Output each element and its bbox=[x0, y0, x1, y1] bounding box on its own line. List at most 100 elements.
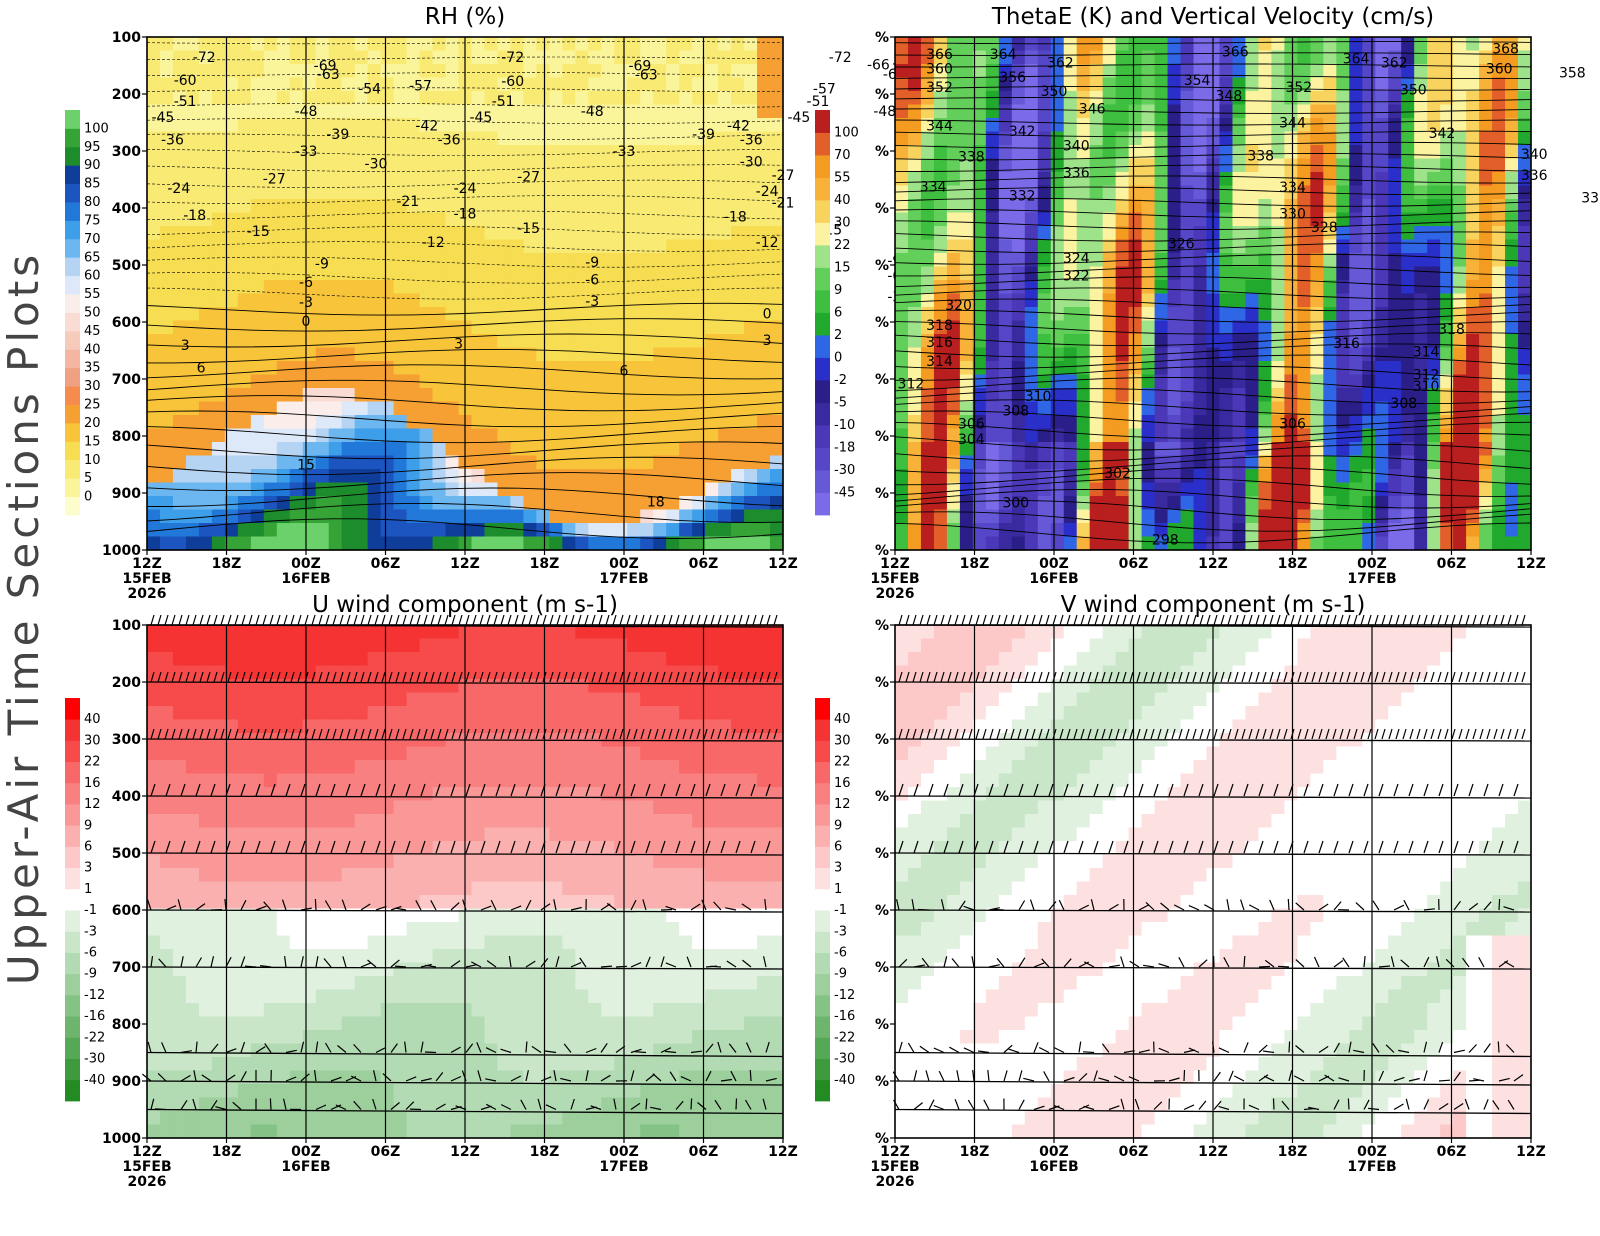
field-cell bbox=[744, 496, 758, 511]
field-cell bbox=[601, 293, 615, 308]
field-cell bbox=[289, 800, 304, 815]
field-cell bbox=[159, 706, 174, 721]
field-cell bbox=[211, 118, 226, 133]
field-cell bbox=[1414, 509, 1428, 524]
field-cell bbox=[933, 172, 948, 187]
field-cell bbox=[549, 77, 563, 92]
field-cell bbox=[679, 226, 693, 241]
field-cell bbox=[406, 800, 421, 815]
field-cell bbox=[211, 935, 226, 950]
field-cell bbox=[393, 536, 408, 551]
field-cell bbox=[211, 64, 226, 79]
field-cell bbox=[536, 442, 550, 457]
field-cell bbox=[445, 428, 460, 443]
field-cell bbox=[1375, 469, 1389, 484]
field-cell bbox=[627, 536, 641, 551]
field-cell bbox=[1050, 536, 1065, 551]
field-cell bbox=[1141, 226, 1156, 241]
field-cell bbox=[172, 37, 187, 52]
field-cell bbox=[237, 976, 252, 991]
field-cell bbox=[757, 482, 771, 497]
colorbar-swatch bbox=[815, 110, 830, 133]
field-cell bbox=[985, 239, 1000, 254]
field-cell bbox=[341, 334, 356, 349]
field-cell bbox=[1024, 388, 1039, 403]
field-cell bbox=[276, 307, 291, 322]
field-cell bbox=[406, 692, 421, 707]
field-cell bbox=[1284, 266, 1298, 281]
field-cell bbox=[679, 428, 693, 443]
field-cell bbox=[1063, 199, 1078, 214]
field-cell bbox=[562, 239, 576, 254]
field-cell bbox=[354, 50, 369, 65]
field-cell bbox=[1219, 199, 1234, 214]
field-cell bbox=[1375, 77, 1389, 92]
field-cell bbox=[1271, 185, 1285, 200]
field-cell bbox=[998, 536, 1013, 551]
field-cell bbox=[972, 334, 987, 349]
field-cell bbox=[147, 145, 161, 160]
field-cell bbox=[1427, 185, 1441, 200]
contour-label: -72 bbox=[193, 50, 216, 66]
field-cell bbox=[1258, 455, 1273, 470]
field-cell bbox=[959, 442, 974, 457]
field-cell bbox=[497, 185, 512, 200]
field-cell bbox=[1258, 266, 1273, 281]
field-cell bbox=[1388, 37, 1402, 52]
field-cell bbox=[575, 455, 589, 470]
field-cell bbox=[510, 212, 525, 227]
field-cell bbox=[998, 226, 1013, 241]
field-cell bbox=[1024, 509, 1039, 524]
field-cell bbox=[237, 104, 252, 119]
field-cell bbox=[1284, 388, 1298, 403]
x-tick-label: 06Z bbox=[689, 556, 719, 572]
field-cell bbox=[653, 374, 667, 389]
contour-label: 356 bbox=[999, 70, 1026, 86]
field-cell bbox=[1440, 64, 1454, 79]
field-cell bbox=[419, 253, 434, 268]
field-cell bbox=[276, 496, 291, 511]
field-cell bbox=[998, 293, 1013, 308]
field-cell bbox=[985, 64, 1000, 79]
field-cell bbox=[1154, 145, 1169, 160]
field-cell bbox=[933, 266, 948, 281]
field-cell bbox=[601, 212, 615, 227]
colorbar-swatch bbox=[65, 496, 80, 516]
contour-label: 360 bbox=[1486, 61, 1513, 77]
field-cell bbox=[1362, 131, 1376, 146]
contour-label: -18 bbox=[183, 208, 206, 224]
field-cell bbox=[920, 185, 935, 200]
field-cell bbox=[653, 158, 667, 173]
field-cell bbox=[393, 1111, 408, 1126]
field-cell bbox=[289, 388, 304, 403]
field-cell bbox=[1323, 415, 1337, 430]
colorbar-label: 50 bbox=[84, 306, 101, 321]
field-cell bbox=[315, 64, 330, 79]
field-cell bbox=[1479, 91, 1493, 106]
field-cell bbox=[933, 50, 948, 65]
field-cell bbox=[237, 334, 252, 349]
field-cell bbox=[895, 334, 909, 349]
field-cell bbox=[972, 64, 987, 79]
field-cell bbox=[523, 266, 537, 281]
field-cell bbox=[575, 388, 589, 403]
y-tick-label: % bbox=[875, 315, 889, 331]
field-cell bbox=[1271, 50, 1285, 65]
field-cell bbox=[1466, 536, 1480, 551]
field-cell bbox=[679, 37, 693, 52]
field-cell bbox=[1284, 145, 1298, 160]
field-cell bbox=[211, 1003, 226, 1018]
field-cell bbox=[1115, 509, 1130, 524]
field-cell bbox=[367, 652, 382, 667]
field-cell bbox=[1141, 482, 1156, 497]
field-cell bbox=[614, 64, 628, 79]
contour-line bbox=[146, 195, 784, 204]
field-cell bbox=[895, 185, 909, 200]
field-cell bbox=[328, 536, 343, 551]
field-cell bbox=[1271, 253, 1285, 268]
field-cell bbox=[1323, 401, 1337, 416]
field-cell bbox=[1518, 118, 1532, 133]
field-cell bbox=[367, 347, 382, 362]
field-cell bbox=[159, 935, 174, 950]
field-cell bbox=[1466, 118, 1480, 133]
